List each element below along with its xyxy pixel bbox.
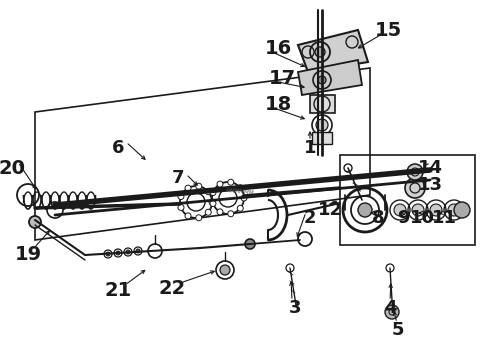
Text: 14: 14 — [417, 159, 442, 177]
Circle shape — [318, 76, 326, 84]
Circle shape — [185, 185, 191, 191]
Circle shape — [205, 209, 211, 215]
Circle shape — [210, 201, 216, 207]
Text: 21: 21 — [104, 280, 132, 300]
Circle shape — [228, 179, 234, 185]
Circle shape — [237, 185, 243, 191]
Text: 22: 22 — [158, 279, 186, 297]
Circle shape — [241, 195, 247, 201]
Circle shape — [196, 183, 202, 189]
Circle shape — [217, 181, 223, 187]
Circle shape — [196, 215, 202, 221]
Circle shape — [407, 164, 423, 180]
Circle shape — [178, 204, 184, 211]
Bar — [310, 95, 335, 113]
Circle shape — [217, 209, 223, 215]
Circle shape — [220, 265, 230, 275]
Circle shape — [454, 202, 470, 218]
Circle shape — [209, 199, 215, 205]
Text: 4: 4 — [384, 299, 396, 317]
Text: 20: 20 — [0, 158, 25, 177]
Circle shape — [412, 204, 424, 216]
Text: 12: 12 — [318, 201, 343, 219]
Circle shape — [185, 213, 191, 219]
Text: 9: 9 — [397, 209, 409, 227]
Circle shape — [316, 119, 328, 131]
Circle shape — [210, 189, 216, 195]
Text: 3: 3 — [289, 299, 301, 317]
Circle shape — [29, 216, 41, 228]
Text: 15: 15 — [374, 21, 402, 40]
Text: 8: 8 — [372, 209, 384, 227]
Text: 13: 13 — [417, 176, 442, 194]
Circle shape — [430, 204, 442, 216]
Circle shape — [405, 178, 425, 198]
Circle shape — [245, 239, 255, 249]
Polygon shape — [298, 60, 362, 95]
Circle shape — [126, 250, 130, 254]
Circle shape — [237, 205, 243, 211]
Text: 10: 10 — [410, 209, 435, 227]
Circle shape — [358, 203, 372, 217]
Text: 18: 18 — [265, 95, 292, 114]
Text: 19: 19 — [14, 246, 42, 265]
Text: 2: 2 — [304, 209, 316, 227]
Text: 7: 7 — [172, 169, 184, 187]
Circle shape — [116, 251, 120, 255]
Bar — [312, 132, 332, 144]
Circle shape — [228, 211, 234, 217]
Text: 16: 16 — [265, 39, 292, 58]
Circle shape — [205, 189, 211, 195]
Circle shape — [394, 204, 406, 216]
Polygon shape — [298, 30, 368, 72]
Circle shape — [385, 305, 399, 319]
Circle shape — [106, 252, 110, 256]
Text: 1: 1 — [304, 139, 316, 157]
Circle shape — [448, 204, 460, 216]
Text: 5: 5 — [392, 321, 404, 339]
Text: 17: 17 — [269, 68, 295, 87]
Text: 11: 11 — [432, 209, 457, 227]
Circle shape — [315, 47, 325, 57]
Text: MMMMMM: MMMMMM — [225, 188, 254, 196]
Text: 6: 6 — [112, 139, 124, 157]
Circle shape — [136, 249, 140, 253]
Circle shape — [178, 194, 184, 199]
